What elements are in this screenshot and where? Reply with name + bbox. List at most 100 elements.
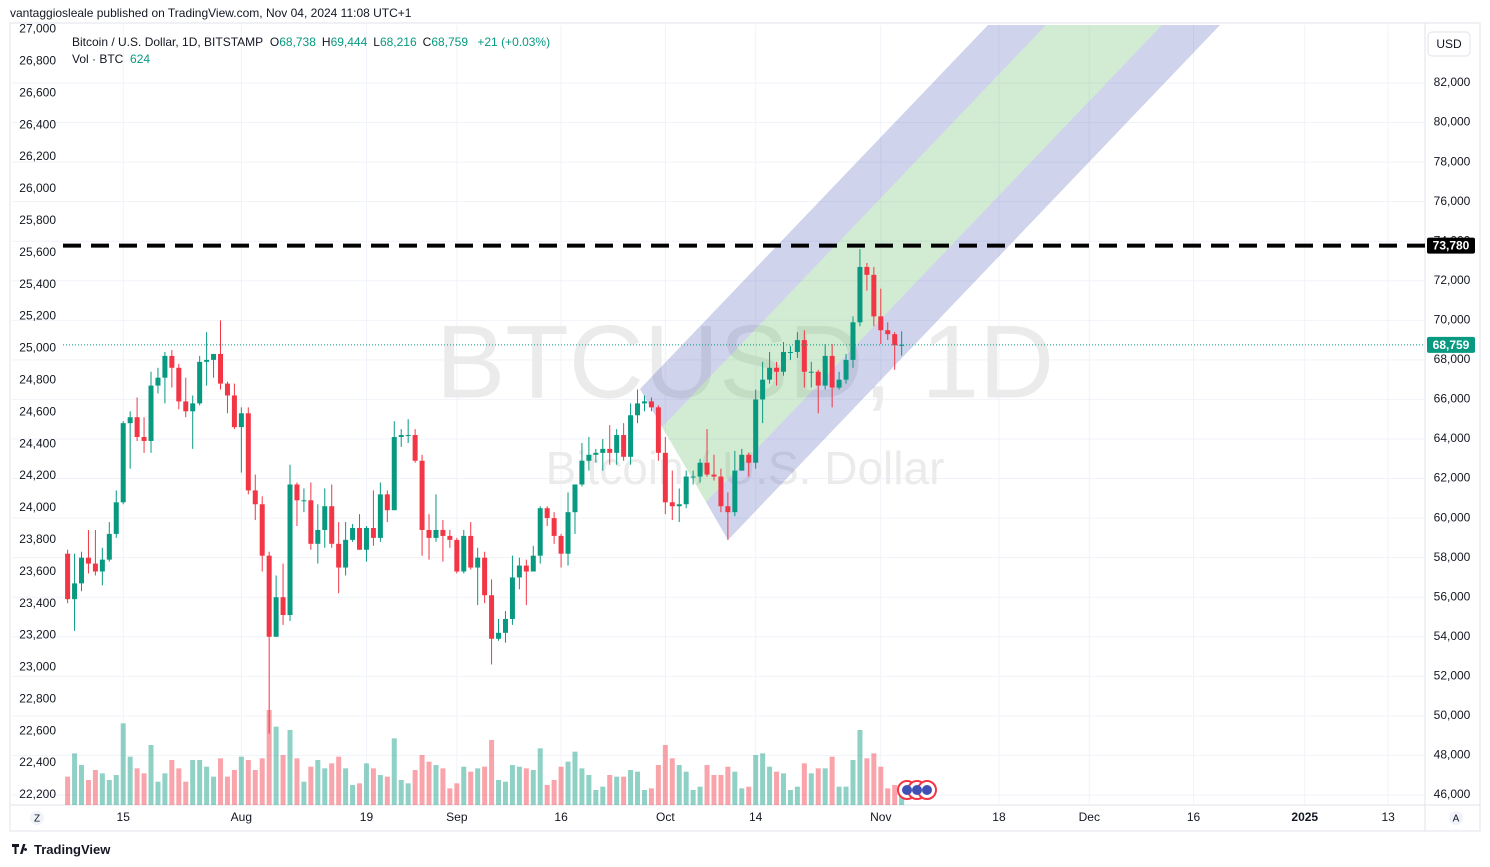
legend-row: Bitcoin / U.S. Dollar, 1D, BITSTAMP O68,… — [72, 34, 550, 51]
currency-button[interactable] — [1427, 31, 1471, 57]
candle-body — [739, 454, 745, 471]
volume-bar — [245, 760, 251, 805]
candle-body — [885, 330, 891, 335]
volume-bar — [829, 756, 835, 805]
candle-body — [440, 529, 446, 536]
y-tick-label: 62,000 — [1434, 471, 1471, 485]
y2-tick-label: 25,600 — [19, 245, 56, 259]
candle-body — [496, 632, 502, 639]
y2-tick-label: 22,200 — [19, 787, 56, 801]
candle-body — [899, 344, 905, 346]
y2-tick-label: 23,400 — [19, 596, 56, 610]
volume-bar — [662, 745, 668, 805]
candle-body — [565, 512, 571, 554]
volume-bar — [822, 768, 828, 805]
zoom-button[interactable] — [30, 811, 44, 825]
legend-key: C — [422, 35, 432, 49]
ohlc-legend: O68,738 H69,444 L68,216 C68,759 — [270, 35, 474, 49]
candle-body — [134, 417, 140, 438]
volume-bar — [398, 780, 404, 805]
candle-body — [350, 527, 356, 540]
y-tick-label: 58,000 — [1434, 550, 1471, 564]
y2-tick-label: 22,600 — [19, 723, 56, 737]
volume-bar — [72, 753, 78, 805]
candle-body — [683, 476, 689, 505]
candle-body — [676, 504, 682, 507]
volume-bar — [273, 726, 279, 805]
x-tick-label: 16 — [1187, 810, 1201, 824]
volume-bar — [621, 776, 627, 805]
volume-bar — [426, 761, 432, 805]
auto-label[interactable]: A — [1453, 814, 1460, 825]
volume-bar — [551, 780, 557, 805]
legend-value: 68,216 — [379, 35, 417, 49]
volume-bar — [405, 783, 411, 805]
volume-bar — [725, 766, 731, 805]
volume-bar — [586, 775, 592, 805]
candle-body — [537, 508, 543, 556]
candle-body — [169, 355, 175, 368]
candle-body — [822, 355, 828, 386]
candle-body — [690, 476, 696, 478]
symbol-title: Bitcoin / U.S. Dollar, 1D, BITSTAMP — [72, 35, 264, 49]
candle-body — [141, 437, 147, 441]
volume-bar — [92, 770, 98, 805]
volume-bar — [377, 775, 383, 805]
y-tick-label: 76,000 — [1434, 194, 1471, 208]
volume-bar — [370, 768, 376, 805]
volume-bar — [447, 788, 453, 805]
legend-value: 68,759 — [431, 35, 469, 49]
candle-body — [607, 448, 613, 453]
y-tick-label: 64,000 — [1434, 431, 1471, 445]
volume-bar — [287, 730, 293, 805]
legend: Bitcoin / U.S. Dollar, 1D, BITSTAMP O68,… — [72, 34, 550, 68]
x-tick-label: Oct — [656, 810, 675, 824]
y2-tick-label: 26,800 — [19, 54, 56, 68]
auto-button[interactable] — [1449, 811, 1463, 825]
volume-bar — [308, 766, 314, 805]
volume-bar — [871, 753, 877, 805]
volume-bar — [489, 740, 495, 805]
candle-body — [363, 527, 369, 550]
volume-bar — [794, 786, 800, 805]
volume-bar — [280, 755, 286, 805]
volume-bar — [502, 781, 508, 805]
y-tick-label: 80,000 — [1434, 115, 1471, 129]
volume-bar — [815, 768, 821, 805]
volume-bar — [892, 785, 898, 805]
volume-bar — [537, 748, 543, 805]
zoom-label[interactable]: Z — [34, 814, 40, 825]
x-tick-label: 14 — [749, 810, 763, 824]
candle-body — [892, 334, 898, 346]
volume-bar — [252, 770, 258, 805]
candle-body — [815, 371, 821, 386]
candle-body — [113, 502, 119, 534]
x-tick-label: 19 — [360, 810, 374, 824]
candle-body — [99, 559, 105, 572]
y-tick-label: 72,000 — [1434, 273, 1471, 287]
candle-body — [259, 504, 265, 556]
candle-body — [864, 266, 870, 275]
volume-bar — [885, 788, 891, 805]
candle-body — [426, 529, 432, 538]
volume-bar — [336, 756, 342, 805]
volume-bar — [836, 786, 842, 805]
candle-body — [106, 533, 112, 560]
y-tick-label: 54,000 — [1434, 629, 1471, 643]
frame — [9, 22, 1481, 832]
candle-body — [405, 435, 411, 437]
candle-body — [287, 484, 293, 616]
y2-tick-label: 26,400 — [19, 117, 56, 131]
currency[interactable]: USD — [1436, 37, 1462, 51]
candle-body — [780, 351, 786, 372]
candle-body — [127, 417, 133, 424]
volume-bar — [357, 783, 363, 805]
candle-body — [329, 506, 335, 544]
candle-body — [718, 476, 724, 507]
volume-bar — [412, 770, 418, 805]
event-icons — [897, 780, 937, 800]
candle-body — [774, 367, 780, 372]
y2-tick-label: 23,800 — [19, 532, 56, 546]
